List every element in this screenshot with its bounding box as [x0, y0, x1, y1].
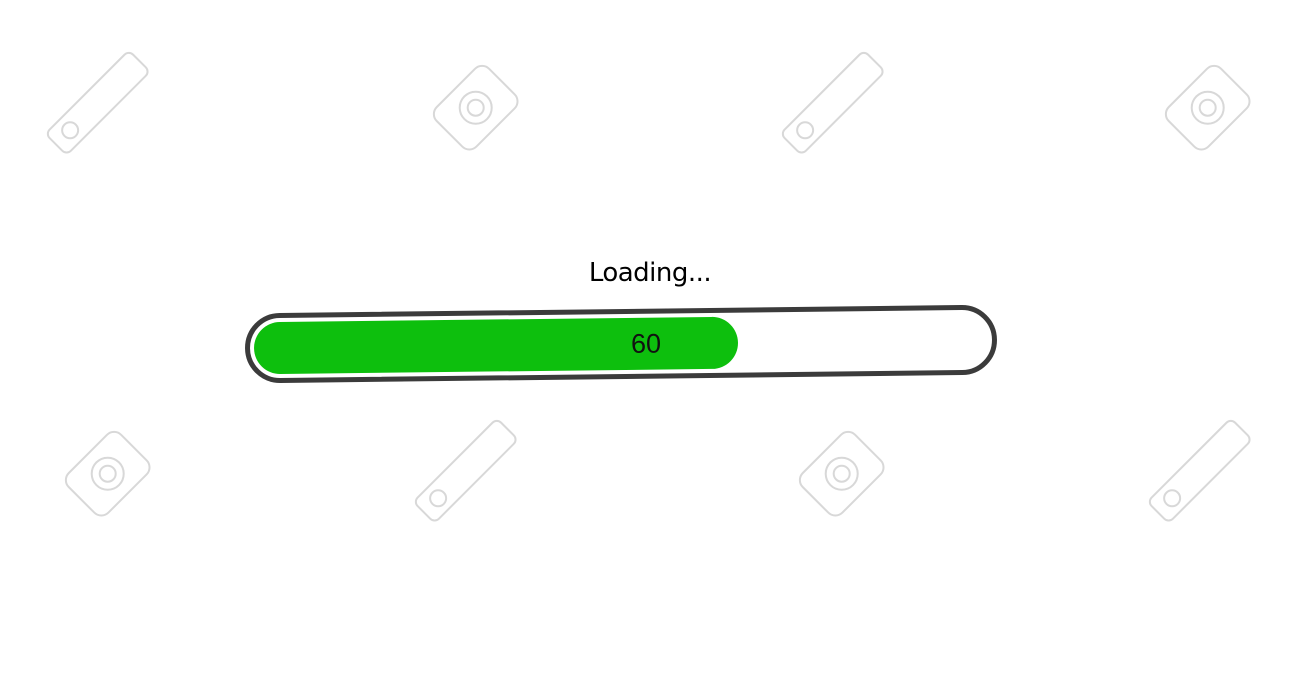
camera-watermark-icon: [432, 64, 519, 151]
watermark-logo: [1132, 398, 1267, 543]
progress-value: 60: [630, 328, 662, 359]
camera-watermark-icon: [781, 51, 884, 154]
watermark-camera: [786, 418, 896, 528]
camera-watermark-icon: [1164, 64, 1251, 151]
camera-watermark-icon: [798, 430, 885, 517]
watermark-camera: [420, 52, 530, 162]
camera-watermark-icon: [64, 430, 151, 517]
progress-bar: 60: [244, 304, 998, 384]
progress-fill: 60: [253, 316, 739, 375]
watermark-camera: [1152, 52, 1262, 162]
watermark-logo: [398, 398, 533, 543]
camera-watermark-icon: [414, 419, 517, 522]
loading-label: Loading...: [588, 258, 712, 288]
watermark-logo: [765, 30, 900, 175]
camera-watermark-icon: [46, 51, 149, 154]
watermark-logo: [30, 30, 165, 175]
camera-watermark-icon: [1148, 419, 1251, 522]
watermark-camera: [52, 418, 162, 528]
